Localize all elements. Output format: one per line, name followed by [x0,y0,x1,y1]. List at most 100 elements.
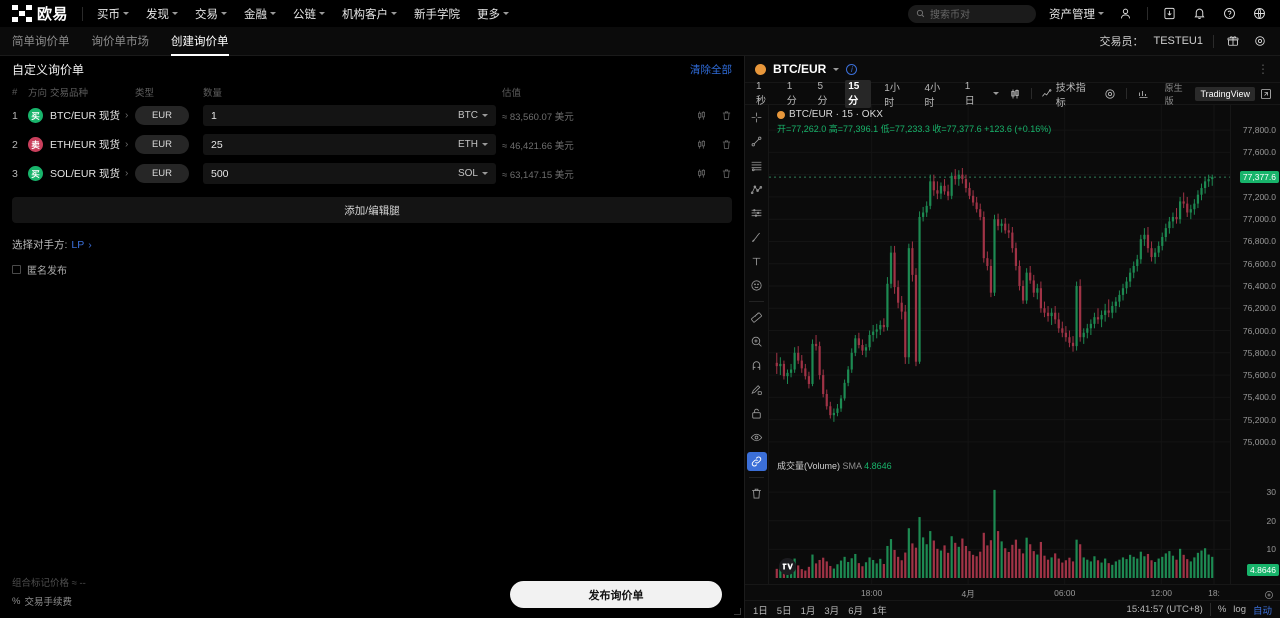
assets-menu[interactable]: 资产管理 [1049,6,1104,22]
timeframe-4h[interactable]: 4小时 [924,82,941,109]
indicators-button[interactable]: 技术指标 [1041,79,1093,109]
search-input[interactable]: 搜索币对 [908,4,1036,23]
row-side[interactable]: 买 [28,108,50,123]
timeframe-1s[interactable]: 1秒 [756,80,766,107]
chevron-right-icon[interactable]: › [88,238,92,251]
tradingview-logo-icon[interactable] [779,558,796,575]
chevron-down-icon[interactable] [833,67,840,71]
add-edit-leg-button[interactable]: 添加/编辑腿 [12,197,732,223]
info-icon[interactable]: i [846,63,858,75]
nav-item-chain[interactable]: 公链 [293,6,326,22]
tab-simple-rfq[interactable]: 简单询价单 [12,27,70,56]
side-badge-sell[interactable]: 卖 [28,137,43,152]
price-axis[interactable]: 77,800.077,600.077,400.077,200.077,000.0… [1230,105,1280,584]
amount-field[interactable]: SOL [203,163,496,184]
anonymous-checkbox[interactable] [12,265,21,274]
row-side[interactable]: 卖 [28,137,50,152]
pair-selector[interactable]: ETH/EUR 现货 › [50,137,135,152]
trash-icon[interactable] [747,484,767,503]
nav-item-finance[interactable]: 金融 [244,6,277,22]
delete-icon[interactable] [721,110,732,121]
emoji-icon[interactable] [747,276,767,295]
pair-selector[interactable]: BTC/EUR 现货 › [50,108,135,123]
nav-item-buy[interactable]: 买币 [97,6,130,22]
chart-type-icon[interactable] [1009,88,1021,100]
lock-icon[interactable] [747,404,767,423]
brush-icon[interactable] [747,228,767,247]
timeframe-15m[interactable]: 15分 [845,79,872,108]
tab-create-rfq[interactable]: 创建询价单 [171,27,229,56]
trendline-icon[interactable] [747,132,767,151]
side-badge-buy[interactable]: 买 [28,166,43,181]
time-axis[interactable]: 18:00 4月 06:00 12:00 18: [745,584,1280,600]
nav-item-discover[interactable]: 发现 [146,6,179,22]
user-icon[interactable] [1117,5,1134,22]
mode-native[interactable]: 原生版 [1164,82,1183,106]
range-button-3月[interactable]: 3月 [824,605,840,617]
crosshair-icon[interactable] [747,108,767,127]
unit-selector[interactable]: BTC [458,110,488,121]
settings-icon[interactable] [1251,33,1268,50]
eye-icon[interactable] [747,428,767,447]
row-side[interactable]: 买 [28,166,50,181]
publish-rfq-button[interactable]: 发布询价单 [510,581,722,608]
range-button-1月[interactable]: 1月 [800,605,816,617]
range-button-1年[interactable]: 1年 [871,605,887,617]
fib-icon[interactable] [747,204,767,223]
candlestick-icon[interactable] [696,110,707,121]
auto-scale-button[interactable]: 自动 [1252,605,1272,617]
amount-field[interactable]: ETH [203,134,496,155]
bell-icon[interactable] [1191,5,1208,22]
fullscreen-icon[interactable] [1260,88,1272,100]
globe-icon[interactable] [1251,5,1268,22]
ruler-icon[interactable] [747,308,767,327]
help-icon[interactable] [1221,5,1238,22]
axis-reset-icon[interactable] [1264,587,1274,605]
nav-item-institutional[interactable]: 机构客户 [342,6,398,22]
amount-input[interactable] [211,167,458,180]
amount-field[interactable]: BTC [203,105,496,126]
horizontal-lines-icon[interactable] [747,156,767,175]
timeframe-1m[interactable]: 1分 [786,80,797,107]
chart-settings-icon[interactable] [1104,88,1116,100]
type-pill[interactable]: EUR [135,106,189,125]
resize-grip[interactable] [734,608,741,615]
candlestick-icon[interactable] [696,168,707,179]
range-button-5日[interactable]: 5日 [776,605,792,617]
link-icon[interactable] [746,452,767,471]
okx-logo-icon[interactable] [12,5,32,22]
amount-input[interactable] [211,138,458,151]
type-pill[interactable]: EUR [135,164,189,183]
zoom-icon[interactable] [747,332,767,351]
chart-canvas[interactable]: BTC/EUR · 15 · OKX 开=77,262.0 高=77,396.1… [769,105,1230,584]
delete-icon[interactable] [721,168,732,179]
pencil-lock-icon[interactable] [747,380,767,399]
brand-name[interactable]: 欧易 [37,6,69,23]
text-icon[interactable] [747,252,767,271]
range-button-1日[interactable]: 1日 [753,605,768,617]
timeframe-1d[interactable]: 1日 [964,80,975,107]
counterparty-value[interactable]: LP [71,238,85,251]
nav-item-academy[interactable]: 新手学院 [414,6,460,22]
compare-icon[interactable] [1137,88,1150,100]
chart-menu-icon[interactable]: ⋮ [1257,62,1270,76]
chevron-down-icon[interactable] [992,92,999,95]
nav-item-trade[interactable]: 交易 [195,6,228,22]
range-button-6月[interactable]: 6月 [848,605,863,617]
amount-input[interactable] [211,109,458,122]
timeframe-1h[interactable]: 1小时 [884,82,900,109]
delete-icon[interactable] [721,139,732,150]
log-scale-button[interactable]: log [1233,604,1246,615]
nav-item-more[interactable]: 更多 [477,6,510,22]
unit-selector[interactable]: ETH [458,139,488,150]
download-icon[interactable] [1161,5,1178,22]
gift-icon[interactable] [1224,33,1241,50]
timeframe-5m[interactable]: 5分 [817,80,828,107]
tab-rfq-market[interactable]: 询价单市场 [92,27,150,56]
side-badge-buy[interactable]: 买 [28,108,43,123]
percent-scale-button[interactable]: % [1217,604,1227,615]
pair-selector[interactable]: SOL/EUR 现货 › [50,166,135,181]
clear-all-button[interactable]: 清除全部 [690,64,732,76]
unit-selector[interactable]: SOL [458,168,488,179]
mode-tradingview[interactable]: TradingView [1195,86,1255,101]
